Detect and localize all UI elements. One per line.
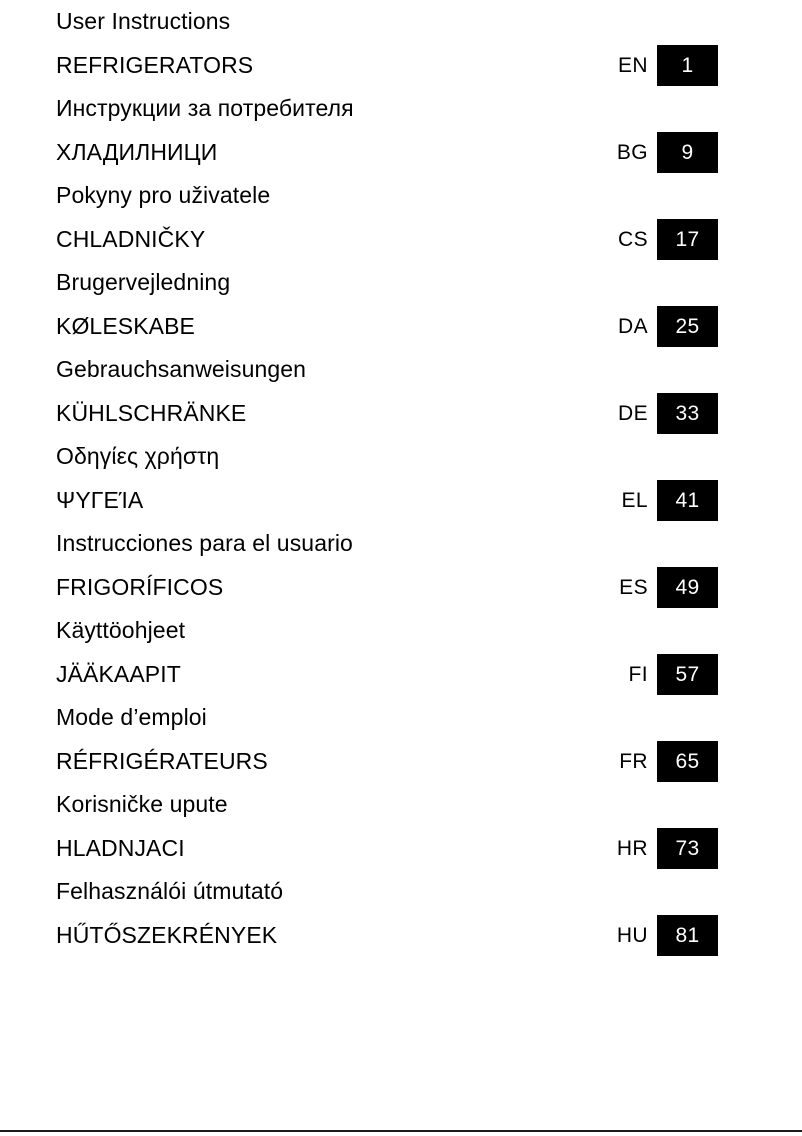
language-meta-row: EL 41 [560, 479, 802, 523]
language-meta: ES 49 [560, 522, 802, 609]
page-number-badge: 17 [657, 218, 718, 260]
native-instruction-label: Οδηγίες χρήστη [56, 443, 220, 469]
language-entry: Οδηγίες χρήστη ΨΥΓΕΊΑ EL 41 [0, 435, 802, 522]
page-number-badge: 41 [657, 479, 718, 521]
language-meta: DE 33 [560, 348, 802, 435]
native-instruction-label: Pokyny pro uživatele [56, 182, 271, 208]
native-instruction-label: Felhasználói útmutató [56, 878, 284, 904]
language-entry: Pokyny pro uživatele CHLADNIČKY CS 17 [0, 174, 802, 261]
product-name-label: CHLADNIČKY [56, 225, 206, 252]
language-code-label: FR [619, 749, 648, 773]
language-meta: CS 17 [560, 174, 802, 261]
language-text-lines: Gebrauchsanweisungen KÜHLSCHRÄNKE [56, 348, 616, 435]
language-meta: HU 81 [560, 870, 802, 957]
language-entry: Korisničke upute HLADNJACI HR 73 [0, 783, 802, 870]
product-name-label: KØLESKABE [56, 312, 195, 339]
language-meta-row: HR 73 [560, 827, 802, 871]
language-code-label: DA [618, 314, 648, 338]
product-name-label: FRIGORÍFICOS [56, 573, 224, 600]
page-number-badge: 49 [657, 566, 718, 608]
language-text-lines: Instrucciones para el usuario FRIGORÍFICO… [56, 522, 616, 609]
product-name-label: REFRIGERATORS [56, 51, 254, 78]
page-number-badge: 81 [657, 914, 718, 956]
language-text-lines: Инструкции за потребителя ХЛАДИЛНИЦИ [56, 87, 616, 174]
language-text-lines: User Instructions REFRIGERATORS [56, 0, 616, 87]
language-index-list: User Instructions REFRIGERATORS EN 1 Инструк… [0, 0, 802, 957]
language-meta: HR 73 [560, 783, 802, 870]
product-name-label: RÉFRIGÉRATEURS [56, 747, 268, 774]
language-code-label: CS [618, 227, 648, 251]
language-meta-row: DE 33 [560, 392, 802, 436]
native-instruction-label: Käyttöohjeet [56, 617, 186, 643]
language-meta-row: BG 9 [560, 131, 802, 175]
product-name-label: ΨΥΓΕΊΑ [56, 486, 144, 513]
language-code-label: BG [616, 140, 648, 164]
language-text-lines: Felhasználói útmutató HŰTŐSZEKRÉNYEK [56, 870, 616, 957]
language-code-label: ES [619, 575, 648, 599]
language-code-label: EL [621, 488, 648, 512]
page-number-badge: 57 [657, 653, 718, 695]
language-meta-row: DA 25 [560, 305, 802, 349]
product-name-label: ХЛАДИЛНИЦИ [56, 138, 218, 165]
language-meta: FR 65 [560, 696, 802, 783]
language-code-label: FI [628, 662, 648, 686]
language-entry: Felhasználói útmutató HŰTŐSZEKRÉNYEK HU 81 [0, 870, 802, 957]
language-text-lines: Pokyny pro uživatele CHLADNIČKY [56, 174, 616, 261]
language-code-label: DE [618, 401, 648, 425]
native-instruction-label: Brugervejledning [56, 269, 231, 295]
language-text-lines: Korisničke upute HLADNJACI [56, 783, 616, 870]
language-code-label: HU [616, 923, 648, 947]
language-entry: Instrucciones para el usuario FRIGORÍFICO… [0, 522, 802, 609]
language-code-label: EN [618, 53, 648, 77]
page-number-badge: 25 [657, 305, 718, 347]
language-entry: User Instructions REFRIGERATORS EN 1 [0, 0, 802, 87]
language-entry: Инструкции за потребителя ХЛАДИЛНИЦИ BG 9 [0, 87, 802, 174]
page-number-badge: 65 [657, 740, 718, 782]
language-meta-row: HU 81 [560, 914, 802, 958]
language-meta-row: FI 57 [560, 653, 802, 697]
language-entry: Brugervejledning KØLESKABE DA 25 [0, 261, 802, 348]
page-number-badge: 1 [657, 44, 718, 86]
language-meta-row: EN 1 [560, 44, 802, 88]
page-number-badge: 9 [657, 131, 718, 173]
language-text-lines: Käyttöohjeet JÄÄKAAPIT [56, 609, 616, 696]
product-name-label: HŰTŐSZEKRÉNYEK [56, 921, 278, 948]
language-text-lines: Οδηγίες χρήστη ΨΥΓΕΊΑ [56, 435, 616, 522]
language-entry: Gebrauchsanweisungen KÜHLSCHRÄNKE DE 33 [0, 348, 802, 435]
native-instruction-label: Korisničke upute [56, 791, 228, 817]
language-meta: BG 9 [560, 87, 802, 174]
language-text-lines: Brugervejledning KØLESKABE [56, 261, 616, 348]
language-meta: DA 25 [560, 261, 802, 348]
language-meta-row: ES 49 [560, 566, 802, 610]
page-number-badge: 73 [657, 827, 718, 869]
language-text-lines: Mode d’emploi RÉFRIGÉRATEURS [56, 696, 616, 783]
native-instruction-label: Gebrauchsanweisungen [56, 356, 307, 382]
product-name-label: JÄÄKAAPIT [56, 660, 181, 687]
language-meta: FI 57 [560, 609, 802, 696]
language-entry: Käyttöohjeet JÄÄKAAPIT FI 57 [0, 609, 802, 696]
native-instruction-label: Инструкции за потребителя [56, 95, 354, 121]
native-instruction-label: Mode d’emploi [56, 704, 207, 730]
product-name-label: HLADNJACI [56, 834, 185, 861]
bottom-rule-divider [0, 1130, 802, 1132]
native-instruction-label: Instrucciones para el usuario [56, 530, 353, 556]
language-entry: Mode d’emploi RÉFRIGÉRATEURS FR 65 [0, 696, 802, 783]
language-meta: EN 1 [560, 0, 802, 87]
language-meta-row: FR 65 [560, 740, 802, 784]
language-code-label: HR [616, 836, 648, 860]
language-meta: EL 41 [560, 435, 802, 522]
page-number-badge: 33 [657, 392, 718, 434]
language-meta-row: CS 17 [560, 218, 802, 262]
native-instruction-label: User Instructions [56, 8, 231, 34]
product-name-label: KÜHLSCHRÄNKE [56, 399, 247, 426]
